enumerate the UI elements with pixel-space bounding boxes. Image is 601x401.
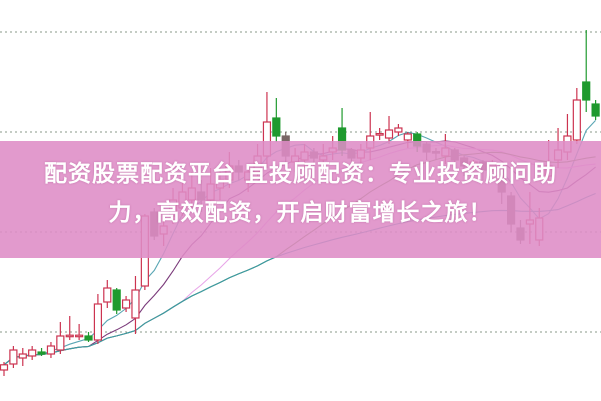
candle-body — [84, 335, 93, 341]
candle-body — [375, 133, 384, 136]
banner-text: 配资股票配资平台 宜投顾配资：专业投资顾问助 力，高效配资，开启财富增长之旅！ — [0, 155, 601, 233]
candle-body — [37, 351, 46, 355]
candle-body — [93, 303, 103, 341]
candle-body — [403, 133, 412, 141]
candle-body — [103, 287, 112, 303]
candle-body — [75, 334, 84, 338]
candle-body — [65, 334, 74, 338]
candle-body — [394, 127, 403, 133]
promo-banner — [0, 141, 601, 258]
candle-body — [384, 129, 394, 139]
candle-body — [582, 81, 591, 101]
candle-body — [272, 117, 281, 137]
candle-body — [572, 99, 581, 141]
candle-body — [46, 345, 56, 355]
banner-line-2: 力，高效配资，开启财富增长之旅！ — [108, 200, 493, 226]
candle-body — [591, 103, 600, 117]
candle-body — [9, 349, 18, 365]
candle-body — [56, 335, 65, 351]
candle-body — [121, 299, 131, 309]
candle-body — [112, 289, 121, 311]
candle-body — [131, 289, 140, 319]
banner-line-1: 配资股票配资平台 宜投顾配资：专业投资顾问助 — [43, 161, 557, 187]
candle-body — [18, 353, 27, 359]
candle-body — [0, 364, 9, 371]
candle-body — [28, 349, 37, 357]
